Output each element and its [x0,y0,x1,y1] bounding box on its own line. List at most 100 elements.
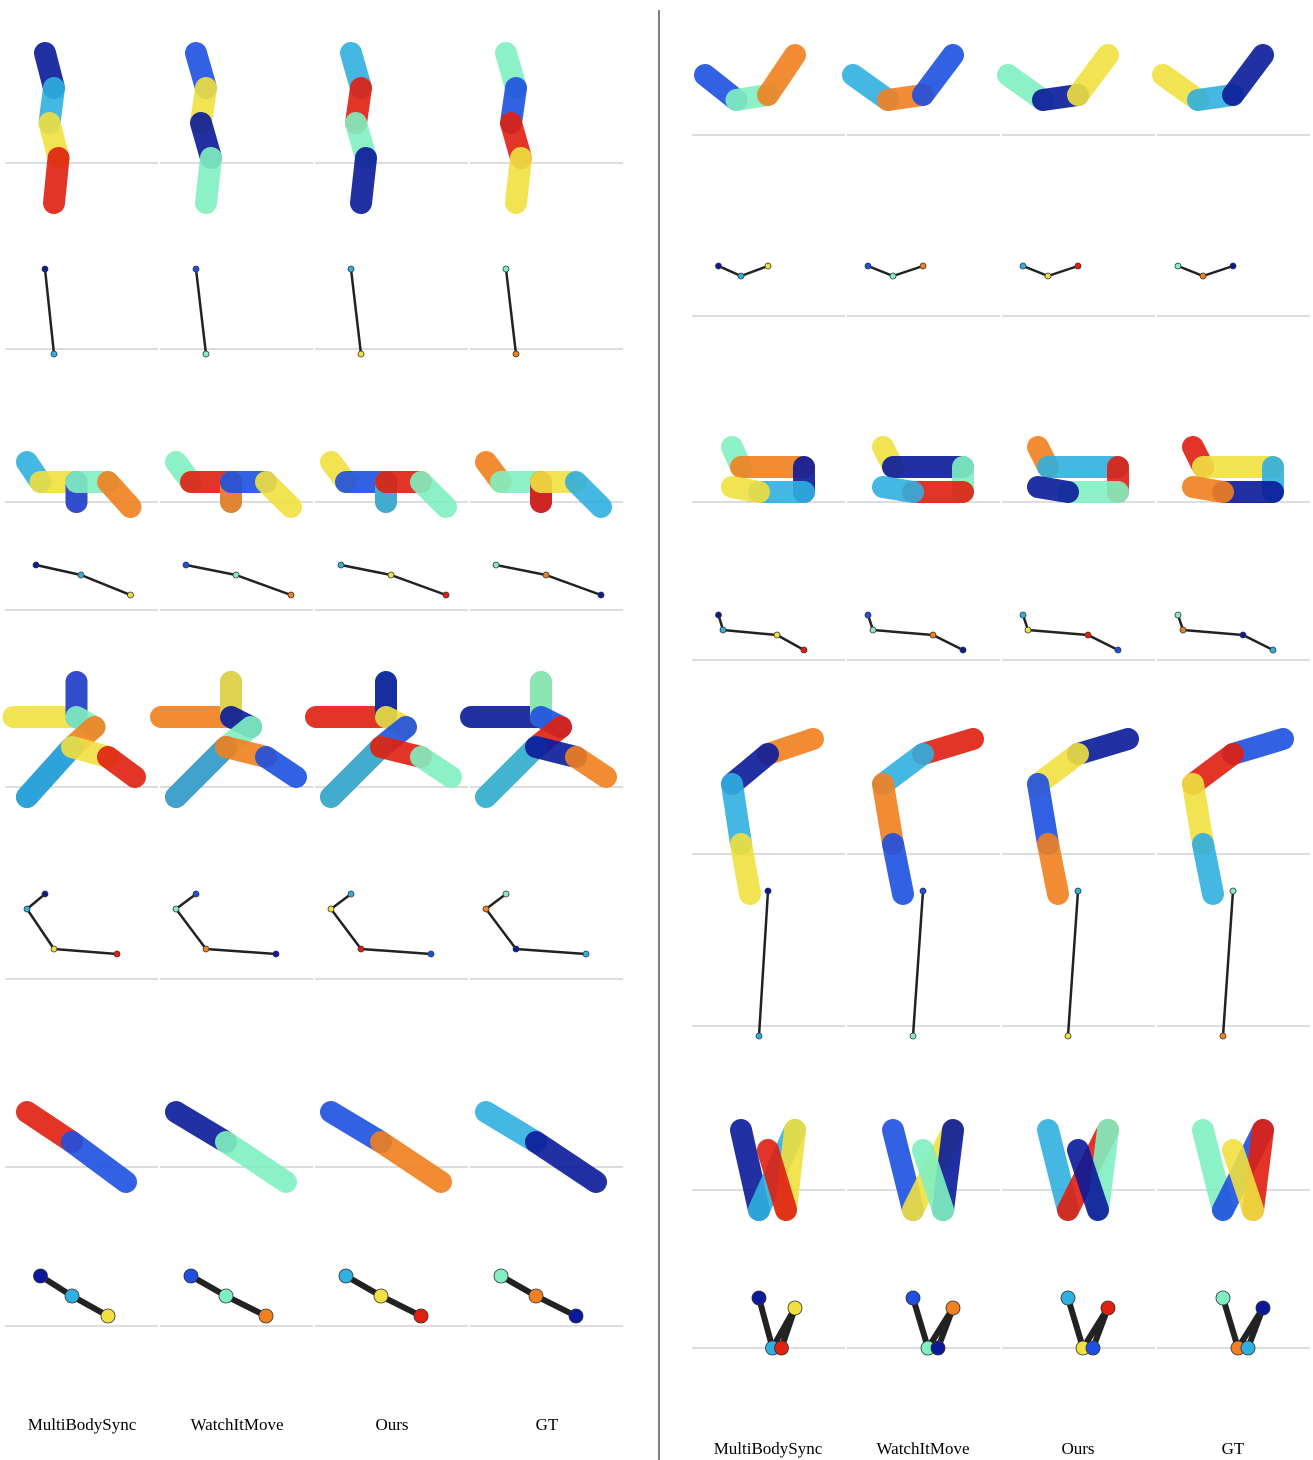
point-cloud-part [72,1142,126,1182]
skeleton-joint [1256,1301,1270,1315]
point-cloud-part [206,158,211,203]
skeleton-bone [496,565,546,575]
skeleton-joint [1230,263,1236,269]
skeleton-joint [193,266,199,272]
figure: MultiBodySync WatchItMove Ours GT MultiB… [0,0,1313,1460]
skeleton-joint [920,888,926,894]
column-label: Ours [1061,1439,1094,1458]
point-cloud-part [883,487,913,492]
skeleton-joint [1061,1291,1075,1305]
skeleton-bone [486,909,516,949]
skeleton-joint [752,1291,766,1305]
skeleton-joint [890,273,896,279]
skeleton-joint [1101,1301,1115,1315]
skeleton-joint [513,351,519,357]
skeleton-joint [946,1301,960,1315]
point-cloud-part [108,757,135,777]
skeleton-bone [176,894,196,909]
skeleton-bone [36,565,81,575]
skeleton-joint [756,1033,762,1039]
skeleton-joint [775,1341,789,1355]
skeleton-joint [42,891,48,897]
skeleton-joint [920,263,926,269]
skeleton-joint [203,351,209,357]
skeleton-bone [361,949,431,954]
skeleton-joint [493,562,499,568]
skeleton-bone [54,949,117,954]
skeleton-bone [236,575,291,595]
skeleton-joint [910,1033,916,1039]
skeleton-joint [388,572,394,578]
skeleton-joint [1075,888,1081,894]
skeleton-joint [483,906,489,912]
skeleton-bone [933,635,963,650]
skeleton-joint [1241,1341,1255,1355]
column-label: MultiBodySync [714,1439,823,1458]
skeleton-joint [906,1291,920,1305]
skeleton-joint [42,266,48,272]
point-cloud-part [576,482,601,507]
skeleton-joint [1045,273,1051,279]
skeleton-joint [273,951,279,957]
skeleton-joint [1025,627,1031,633]
skeleton-joint [788,1301,802,1315]
skeleton-bone [893,266,923,276]
skeleton-joint [1180,627,1186,633]
skeleton-joint [720,627,726,633]
skeleton-bone [741,266,768,276]
skeleton-joint [870,627,876,633]
point-cloud-part [108,482,131,507]
skeleton-joint [1220,1033,1226,1039]
skeleton-joint [173,906,179,912]
skeleton-joint [1085,632,1091,638]
skeleton-bone [331,909,361,949]
skeleton-bone [331,894,351,909]
point-cloud-part [923,55,953,95]
point-cloud-part [421,757,451,777]
skeleton-bone [546,575,601,595]
skeleton-joint [51,946,57,952]
skeleton-joint [765,263,771,269]
point-cloud-part [741,844,750,894]
point-cloud-part [768,55,795,95]
point-cloud-part [536,1142,596,1182]
point-cloud-part [226,1142,286,1182]
result-grid [5,53,1310,1355]
skeleton-joint [513,946,519,952]
skeleton-joint [33,562,39,568]
skeleton-joint [1230,888,1236,894]
skeleton-bone [196,269,206,354]
skeleton-bone [27,894,45,909]
skeleton-joint [259,1309,273,1323]
skeleton-bone [759,891,768,1036]
skeleton-joint [1086,1341,1100,1355]
skeleton-joint [24,906,30,912]
skeleton-joint [193,891,199,897]
skeleton-joint [328,906,334,912]
point-cloud-part [516,158,521,203]
skeleton-joint [930,632,936,638]
point-cloud-part [1193,487,1223,492]
skeleton-joint [503,266,509,272]
point-cloud-part [1233,55,1263,95]
skeleton-joint [503,891,509,897]
skeleton-joint [78,572,84,578]
skeleton-joint [1115,647,1121,653]
skeleton-bone [1048,266,1078,276]
skeleton-joint [233,572,239,578]
skeleton-joint [339,1269,353,1283]
skeleton-bone [723,630,777,635]
skeleton-bone [1023,266,1048,276]
skeleton-joint [569,1309,583,1323]
skeleton-joint [865,263,871,269]
column-label: GT [1222,1439,1245,1458]
skeleton-joint [931,1341,945,1355]
point-cloud-part [1203,844,1213,894]
skeleton-joint [414,1309,428,1323]
skeleton-joint [219,1289,233,1303]
column-label: WatchItMove [876,1439,969,1458]
skeleton-joint [529,1289,543,1303]
column-label: MultiBodySync [28,1415,137,1434]
point-cloud-part [361,158,366,203]
column-label: WatchItMove [190,1415,283,1434]
